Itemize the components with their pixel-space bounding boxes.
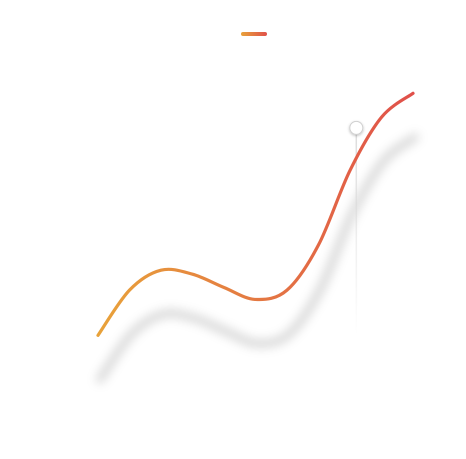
legend-swatch — [241, 32, 267, 36]
hover-point-marker[interactable] — [349, 120, 364, 135]
hover-guide-line — [355, 127, 358, 336]
series-line-shadow — [96, 133, 419, 384]
series-line-0[interactable] — [96, 91, 415, 337]
legend — [241, 32, 267, 36]
series-layer — [96, 91, 419, 384]
